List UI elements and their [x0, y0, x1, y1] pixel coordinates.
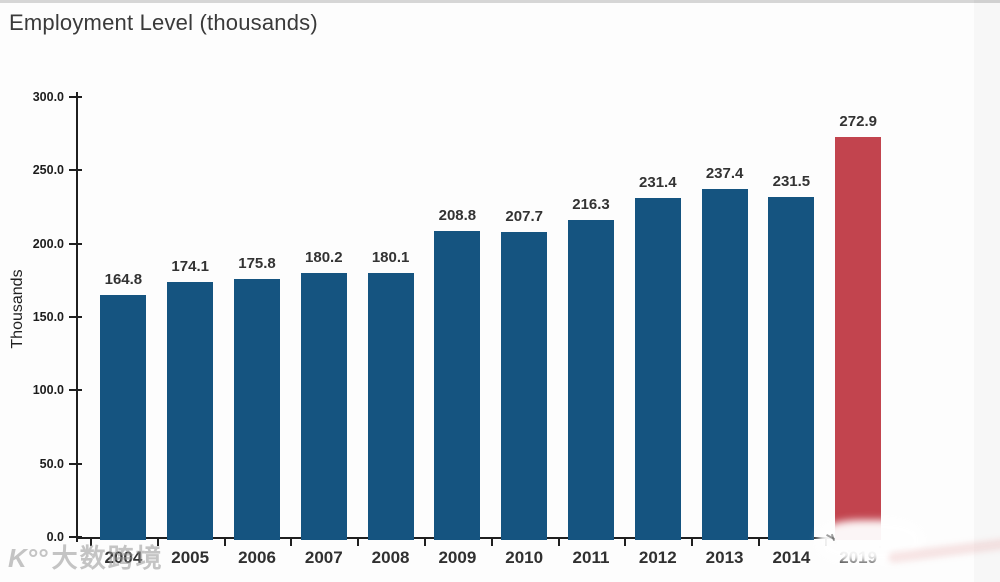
top-border-line: [0, 0, 1000, 3]
bar-value-label: 231.5: [772, 173, 811, 191]
x-tick-label: 2009: [438, 548, 477, 567]
eraser-smudge: [818, 520, 922, 562]
x-tick-label: 2004: [104, 548, 143, 567]
x-tick-mark: [758, 537, 760, 546]
bar-2011: [568, 219, 614, 540]
x-tick-mark: [357, 537, 360, 546]
bar-2006: [234, 279, 280, 540]
y-tick-label: 150.0: [32, 310, 64, 324]
watermark-logo: K°°: [8, 543, 48, 573]
y-tick-label: 300.0: [32, 90, 64, 104]
y-axis-title: Thousands: [9, 269, 26, 349]
chart-title: Employment Level (thousands): [9, 10, 318, 35]
right-edge-shading: [974, 0, 1000, 582]
x-tick-mark: [290, 537, 293, 546]
y-tick-mark: [69, 536, 82, 538]
y-tick-label: 50.0: [39, 456, 64, 471]
bar-value-label: 208.8: [438, 206, 477, 224]
x-tick-mark: [624, 537, 627, 546]
bar-value-label: 231.4: [639, 173, 677, 191]
x-tick-label: 2008: [371, 548, 410, 567]
y-tick-label: 0.0: [46, 530, 64, 544]
x-tick-label: 2010: [505, 548, 544, 567]
y-tick-label: 100.0: [32, 383, 64, 398]
x-tick-label: 2012: [638, 548, 677, 567]
x-tick-mark: [557, 537, 560, 546]
bar-value-label: 180.1: [371, 248, 410, 266]
bar-value-label: 164.8: [104, 271, 143, 289]
x-tick-mark: [90, 537, 92, 546]
bar-value-label: 216.3: [572, 195, 610, 213]
bar-2010: [501, 232, 548, 540]
y-tick-label: 200.0: [32, 236, 64, 251]
bar-value-label: 207.7: [505, 208, 543, 226]
watermark: K°° 大数跨境: [8, 538, 164, 575]
watermark-text: 大数跨境: [51, 543, 164, 573]
x-tick-mark: [156, 537, 159, 546]
bar-2014: [768, 197, 815, 540]
y-tick-mark: [69, 316, 82, 318]
bar-2009: [434, 230, 481, 540]
y-tick-mark: [69, 389, 82, 392]
bar-2004: [100, 295, 147, 540]
x-tick-label: 2013: [705, 548, 744, 567]
bar-value-label: 174.1: [171, 257, 209, 275]
bar-2008: [367, 272, 414, 540]
bar-value-label: 180.2: [305, 248, 343, 266]
x-tick-label: 2011: [572, 548, 610, 567]
x-tick-mark: [223, 537, 226, 546]
y-tick-mark: [69, 169, 82, 172]
bar-2012: [634, 197, 681, 540]
y-tick-mark: [69, 242, 82, 245]
bar-2019: [835, 136, 882, 540]
x-tick-label: 2006: [238, 548, 276, 567]
x-tick-mark: [424, 537, 426, 546]
y-tick-mark: [69, 462, 82, 465]
x-tick-mark: [490, 537, 493, 546]
bar-value-label: 272.9: [839, 112, 877, 130]
bar-2005: [167, 281, 214, 540]
y-tick-label: 250.0: [32, 163, 64, 178]
x-tick-mark: [691, 537, 694, 546]
bar-2013: [701, 188, 748, 540]
bar-value-label: 237.4: [705, 164, 744, 182]
x-tick-label: 2005: [171, 548, 210, 567]
bar-2007: [300, 272, 347, 540]
x-tick-label: 2007: [304, 548, 343, 567]
bar-value-label: 175.8: [238, 255, 276, 273]
x-tick-label: 2014: [772, 548, 811, 567]
axis-end-scribble: [826, 532, 838, 542]
y-tick-mark: [69, 96, 82, 98]
